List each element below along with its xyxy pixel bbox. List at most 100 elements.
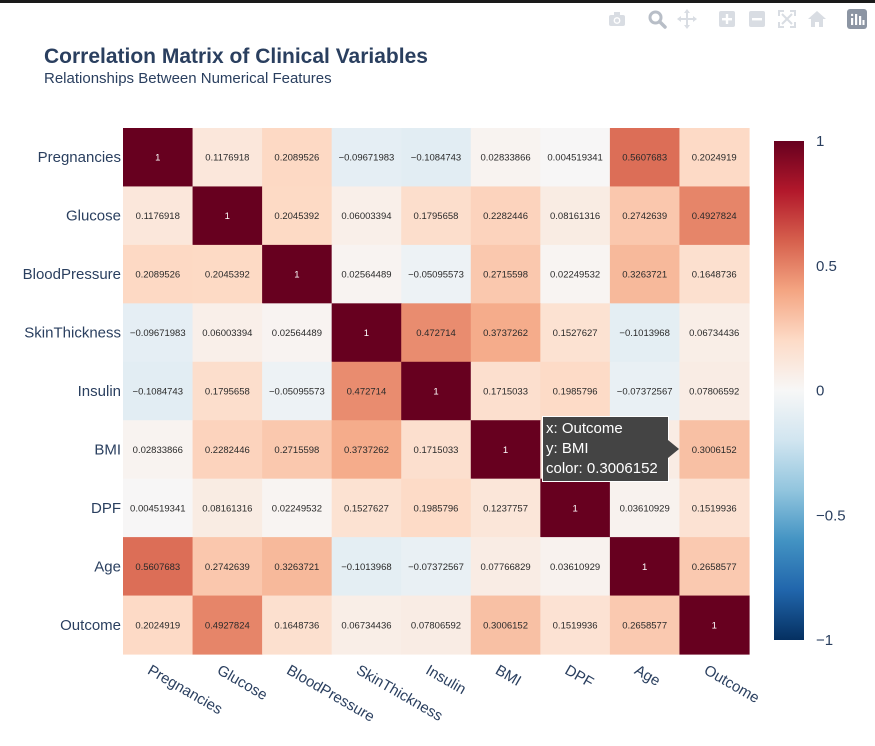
heatmap-cell[interactable] (123, 361, 194, 421)
heatmap-cell[interactable] (679, 128, 750, 188)
heatmap-cell[interactable] (540, 186, 611, 246)
heatmap-cell[interactable] (609, 478, 681, 538)
heatmap-cell[interactable] (540, 244, 611, 304)
heatmap-cell[interactable] (192, 420, 263, 480)
heatmap-cell[interactable] (123, 537, 194, 597)
colorbar: 1 0.5 0 −0.5 −1 (774, 133, 846, 649)
cell-value-label: 0.2658577 (622, 620, 667, 631)
heatmap-cell[interactable] (123, 244, 194, 304)
heatmap-cell[interactable] (123, 128, 194, 188)
heatmap-cell[interactable] (401, 361, 472, 421)
cell-value-label: 1 (225, 211, 230, 222)
cell-value-label: 0.1985796 (414, 503, 459, 514)
heatmap-cell[interactable] (401, 420, 472, 480)
heatmap-cell[interactable] (331, 361, 402, 421)
heatmap-cell[interactable] (540, 478, 611, 538)
heatmap-cell[interactable] (470, 128, 541, 188)
heatmap-cell[interactable] (609, 244, 681, 304)
heatmap-cell[interactable] (540, 537, 611, 597)
heatmap-cell[interactable] (262, 361, 333, 421)
zoom-out-icon[interactable] (747, 9, 767, 29)
plotly-logo-icon[interactable] (847, 9, 867, 29)
heatmap-cell[interactable] (262, 128, 333, 188)
heatmap-cell[interactable] (331, 420, 402, 480)
heatmap-cell[interactable] (679, 420, 750, 480)
heatmap-cell[interactable] (470, 303, 541, 363)
heatmap-cell[interactable] (192, 478, 263, 538)
heatmap-cell[interactable] (679, 244, 750, 304)
heatmap-cell[interactable] (679, 361, 750, 421)
heatmap-cell[interactable] (609, 303, 681, 363)
x-tick-label: DPF (562, 662, 596, 692)
heatmap-cell[interactable] (123, 186, 194, 246)
heatmap-cell[interactable] (192, 128, 263, 188)
heatmap-cell[interactable] (470, 186, 541, 246)
heatmap-cell[interactable] (262, 537, 333, 597)
heatmap-cell[interactable] (192, 186, 263, 246)
heatmap-cell[interactable] (470, 420, 541, 480)
camera-icon[interactable] (607, 9, 627, 29)
heatmap-cell[interactable] (679, 186, 750, 246)
cell-value-label: 0.472714 (416, 328, 456, 339)
heatmap-cell[interactable] (401, 303, 472, 363)
cell-value-label: 0.2024919 (135, 620, 180, 631)
heatmap-cell[interactable] (609, 186, 681, 246)
autoscale-icon[interactable] (777, 9, 797, 29)
heatmap-cell[interactable] (679, 303, 750, 363)
heatmap-cell[interactable] (123, 595, 194, 655)
reset-axes-icon[interactable] (807, 9, 827, 29)
heatmap-cell[interactable] (331, 244, 402, 304)
heatmap-cell[interactable] (262, 595, 333, 655)
cell-value-label: 0.2658577 (692, 562, 737, 573)
heatmap-cell[interactable] (540, 303, 611, 363)
cell-value-label: 0.2282446 (205, 445, 250, 456)
heatmap-cell[interactable] (262, 244, 333, 304)
heatmap-cell[interactable] (540, 595, 611, 655)
heatmap-cell[interactable] (609, 128, 681, 188)
heatmap-cell[interactable] (401, 537, 472, 597)
heatmap-cell[interactable] (401, 128, 472, 188)
heatmap-cell[interactable] (331, 595, 402, 655)
heatmap-cell[interactable] (679, 595, 750, 655)
cell-value-label: 0.1648736 (692, 270, 737, 281)
heatmap-cell[interactable] (679, 537, 750, 597)
cell-value-label: 0.4927824 (692, 211, 737, 222)
zoom-icon[interactable] (647, 9, 667, 29)
heatmap-cell[interactable] (401, 186, 472, 246)
heatmap-cell[interactable] (262, 186, 333, 246)
heatmap-cell[interactable] (401, 244, 472, 304)
pan-icon[interactable] (677, 9, 697, 29)
heatmap-cell[interactable] (470, 244, 541, 304)
heatmap-cell[interactable] (540, 361, 611, 421)
heatmap-cell[interactable] (262, 303, 333, 363)
heatmap-cell[interactable] (192, 303, 263, 363)
heatmap-cell[interactable] (192, 361, 263, 421)
heatmap-cell[interactable] (331, 478, 402, 538)
heatmap-cell[interactable] (123, 420, 194, 480)
heatmap-cell[interactable] (679, 478, 750, 538)
heatmap-cell[interactable] (331, 303, 402, 363)
heatmap-cell[interactable] (470, 361, 541, 421)
heatmap-cell[interactable] (262, 420, 333, 480)
heatmap-cell[interactable] (609, 537, 681, 597)
heatmap-cell[interactable] (540, 128, 611, 188)
heatmap-cell[interactable] (123, 303, 194, 363)
heatmap-cell[interactable] (331, 537, 402, 597)
cell-value-label: 0.1176918 (136, 211, 180, 222)
heatmap-cell[interactable] (401, 478, 472, 538)
heatmap-cell[interactable] (192, 595, 263, 655)
heatmap-cell[interactable] (192, 244, 263, 304)
heatmap-cell[interactable] (470, 537, 541, 597)
heatmap-cell[interactable] (192, 537, 263, 597)
heatmap-cell[interactable] (609, 595, 681, 655)
heatmap-cell[interactable] (609, 361, 681, 421)
heatmap-cell[interactable] (401, 595, 472, 655)
heatmap-cell[interactable] (470, 478, 541, 538)
heatmap-cell[interactable] (123, 478, 194, 538)
heatmap-cell[interactable] (262, 478, 333, 538)
cell-value-label: 0.08161316 (202, 503, 252, 514)
zoom-in-icon[interactable] (717, 9, 737, 29)
heatmap-cell[interactable] (331, 128, 402, 188)
heatmap-cell[interactable] (470, 595, 541, 655)
heatmap-cell[interactable] (331, 186, 402, 246)
